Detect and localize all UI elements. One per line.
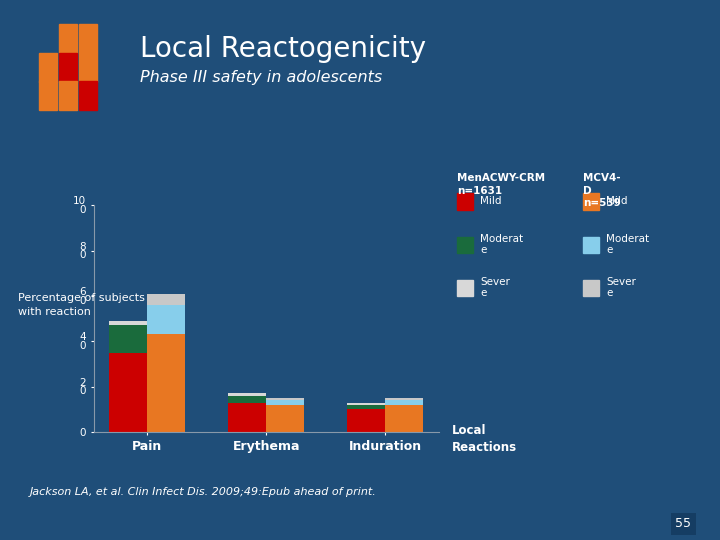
Bar [228, 396, 266, 402]
Text: MenACWY-CRM
n=1631: MenACWY-CRM n=1631 [457, 173, 545, 195]
Text: Jackson LA, et al. Clin Infect Dis. 2009;49:Epub ahead of print.: Jackson LA, et al. Clin Infect Dis. 2009… [30, 487, 377, 497]
Bar [385, 400, 423, 405]
Text: Sever
e: Sever e [606, 278, 636, 298]
Text: 55: 55 [675, 517, 691, 530]
Text: Moderat
e: Moderat e [480, 234, 523, 255]
Bar [78, 81, 97, 110]
Bar [266, 398, 305, 400]
Text: Local Reactogenicity: Local Reactogenicity [140, 35, 426, 63]
Text: Phase III safety in adolescents: Phase III safety in adolescents [140, 70, 382, 85]
Text: Local
Reactions: Local Reactions [452, 424, 517, 454]
Bar [228, 394, 266, 396]
Bar [266, 405, 305, 432]
Bar [148, 334, 186, 432]
Bar [148, 305, 186, 334]
Bar [59, 52, 77, 82]
Bar [347, 402, 385, 405]
Bar [347, 405, 385, 409]
Bar [59, 24, 77, 53]
Bar [39, 52, 57, 82]
Text: Mild: Mild [606, 197, 628, 206]
Bar [385, 398, 423, 400]
Text: Percentage of subjects
with reaction: Percentage of subjects with reaction [18, 293, 145, 317]
Bar [385, 405, 423, 432]
Bar [109, 326, 148, 353]
Bar [78, 52, 97, 82]
Text: Moderat
e: Moderat e [606, 234, 649, 255]
Bar [228, 402, 266, 432]
Bar [266, 400, 305, 405]
Bar [109, 321, 148, 326]
Text: Mild: Mild [480, 197, 502, 206]
Text: MCV4-
D
n=539: MCV4- D n=539 [583, 173, 621, 208]
Bar [347, 409, 385, 432]
Text: Sever
e: Sever e [480, 278, 510, 298]
Bar [39, 81, 57, 110]
Bar [59, 81, 77, 110]
Bar [148, 294, 186, 305]
Bar [78, 24, 97, 53]
Bar [109, 353, 148, 432]
